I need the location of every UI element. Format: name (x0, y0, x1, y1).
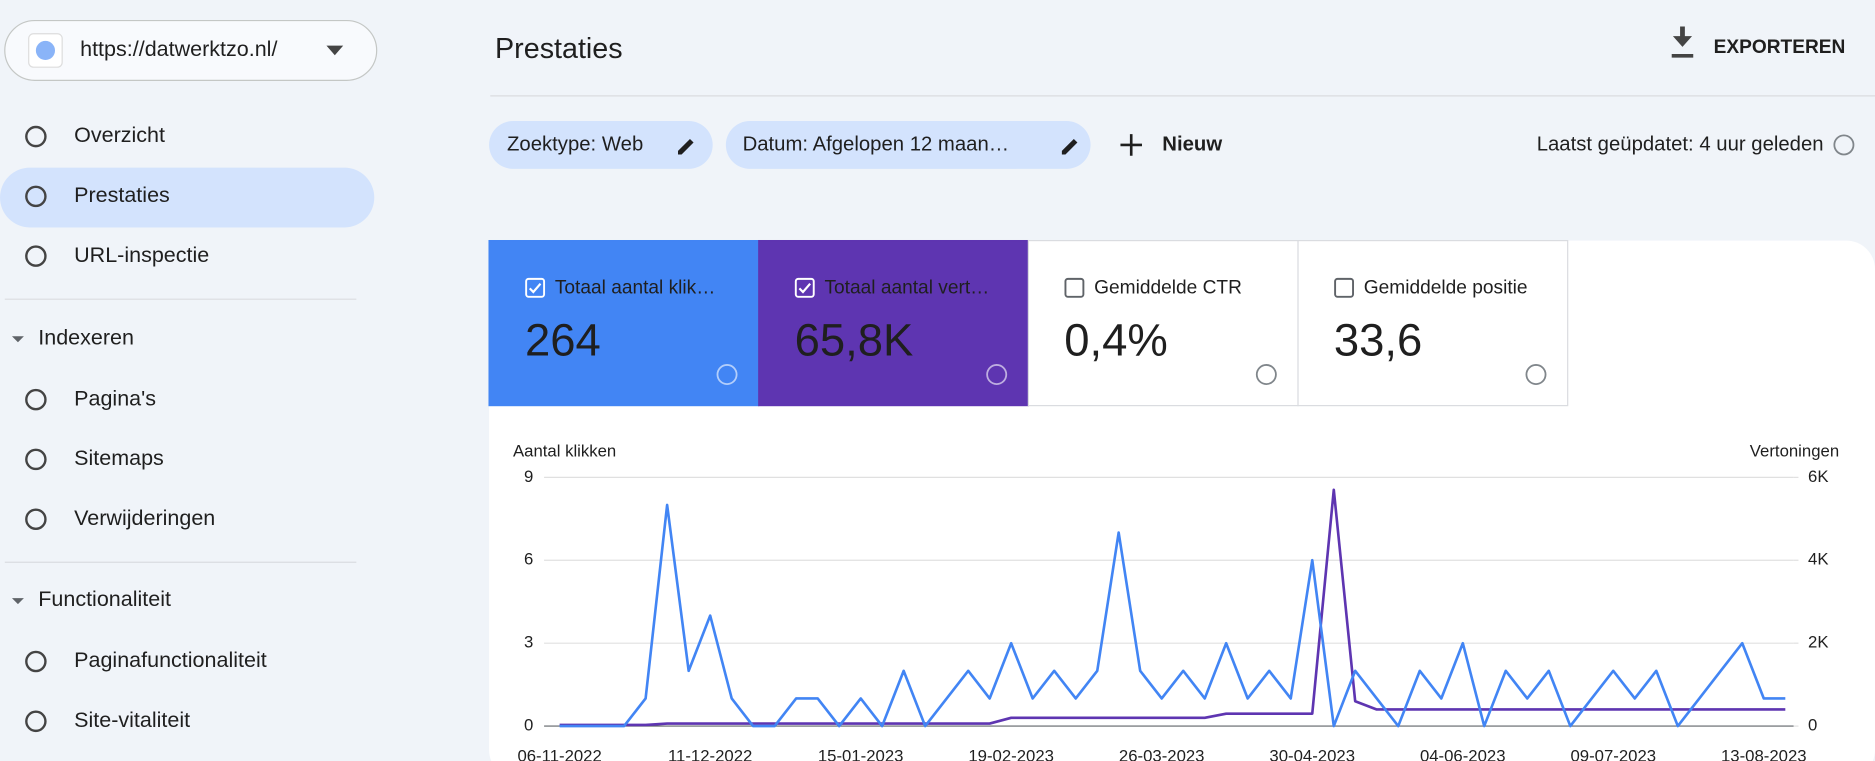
site-url: https://datwerktzo.nl/ (80, 37, 277, 61)
metric-card[interactable] (1027, 239, 1299, 407)
plus-icon (1120, 134, 1142, 156)
metric-value: 33,6 (1334, 314, 1422, 365)
y-tick-label: 9 (524, 467, 533, 486)
nav-icon (25, 508, 47, 530)
check-mark (798, 282, 811, 294)
help-icon[interactable] (716, 364, 738, 385)
edit-icon[interactable] (1061, 138, 1078, 155)
x-tick-label: 13-08-2023 (1721, 747, 1807, 761)
y2-tick-label: 2K (1808, 633, 1828, 652)
metric-value: 0,4% (1064, 314, 1168, 365)
help-icon[interactable] (1833, 134, 1855, 156)
x-tick-label: 11-12-2022 (668, 747, 752, 761)
help-icon[interactable] (1255, 364, 1277, 385)
x-tick-label: 04-06-2023 (1420, 747, 1506, 761)
nav-icon (25, 245, 47, 267)
new-filter[interactable]: Nieuw (1162, 133, 1222, 155)
collapse-arrow (11, 336, 24, 343)
y2-tick-label: 0 (1808, 716, 1817, 735)
x-tick-label: 30-04-2023 (1269, 747, 1355, 761)
series-line (559, 503, 1786, 728)
x-tick-label: 19-02-2023 (968, 747, 1054, 761)
y-axis-label: Aantal klikken (513, 442, 616, 461)
chip[interactable] (489, 121, 713, 169)
nav-section[interactable]: Functionaliteit (38, 587, 171, 611)
collapse-arrow (11, 598, 24, 605)
globe (35, 40, 56, 61)
help-icon[interactable] (1525, 364, 1547, 385)
chart: Aantal klikken Vertoningen 0 3 6 9 0 2K 4K 6K 06… (513, 442, 1839, 761)
x-tick-label: 26-03-2023 (1119, 747, 1205, 761)
y2-tick-label: 6K (1808, 467, 1828, 486)
nav-icon (25, 185, 47, 208)
y2-axis-label: Vertoningen (1750, 442, 1839, 461)
last-updated: Laatst geüpdatet: 4 uur geleden (1537, 133, 1824, 155)
series-line (559, 488, 1786, 727)
help-icon[interactable] (986, 364, 1008, 385)
metric-value: 65,8K (795, 314, 914, 365)
nav-item[interactable]: Sitemaps (74, 446, 164, 470)
y-tick-label: 6 (524, 550, 533, 569)
metric-label: Totaal aantal vert… (824, 277, 989, 298)
nav-icon (25, 710, 47, 733)
y-tick-label: 3 (524, 633, 533, 652)
checkbox (1064, 277, 1085, 298)
y-tick-label: 0 (524, 716, 533, 735)
nav-section[interactable]: Indexeren (38, 325, 134, 349)
site-selector[interactable] (4, 19, 378, 81)
nav-item[interactable]: Site-vitaliteit (74, 708, 190, 732)
check-mark (528, 282, 542, 294)
nav-item[interactable]: Prestaties (74, 183, 170, 207)
checkbox (525, 277, 546, 298)
page-title: Prestaties (495, 33, 623, 65)
x-tick-label: 15-01-2023 (818, 747, 904, 761)
nav-item[interactable]: URL-inspectie (74, 243, 209, 267)
checkbox (794, 277, 815, 298)
nav: Overzicht Prestaties URL-inspectie Indexere… (11, 123, 267, 733)
chip-label: Datum: Afgelopen 12 maan… (743, 133, 1009, 155)
export-icon[interactable] (1671, 26, 1694, 58)
nav-icon (25, 125, 47, 148)
metric-cards: Totaal aantal klik… 264 Totaal aantal vert… (488, 239, 1569, 407)
nav-icon (25, 448, 47, 471)
y2-tick-label: 4K (1808, 550, 1828, 569)
x-tick-label: 06-11-2022 (517, 747, 601, 761)
nav-item[interactable]: Pagina's (74, 386, 156, 410)
edit-icon[interactable] (678, 138, 694, 155)
nav-icon (25, 388, 47, 411)
chip-label: Zoektype: Web (507, 133, 643, 155)
dropdown-arrow (326, 45, 344, 56)
metric-label: Totaal aantal klik… (555, 277, 716, 298)
nav-item[interactable]: Overzicht (74, 123, 165, 147)
checkbox (1334, 277, 1354, 298)
chip[interactable] (725, 121, 1091, 169)
metric-card[interactable] (1297, 239, 1569, 407)
export-button[interactable]: EXPORTEREN (1714, 37, 1846, 58)
metric-card[interactable] (488, 239, 760, 407)
x-tick-label: 09-07-2023 (1570, 747, 1656, 761)
metric-label: Gemiddelde CTR (1094, 277, 1242, 298)
nav-active (0, 167, 375, 228)
metric-label: Gemiddelde positie (1364, 277, 1528, 298)
nav-icon (25, 650, 47, 673)
nav-item[interactable]: Verwijderingen (74, 506, 215, 530)
metric-card[interactable] (758, 239, 1029, 407)
nav-item[interactable]: Paginafunctionaliteit (74, 648, 267, 672)
metric-value: 264 (525, 314, 601, 365)
